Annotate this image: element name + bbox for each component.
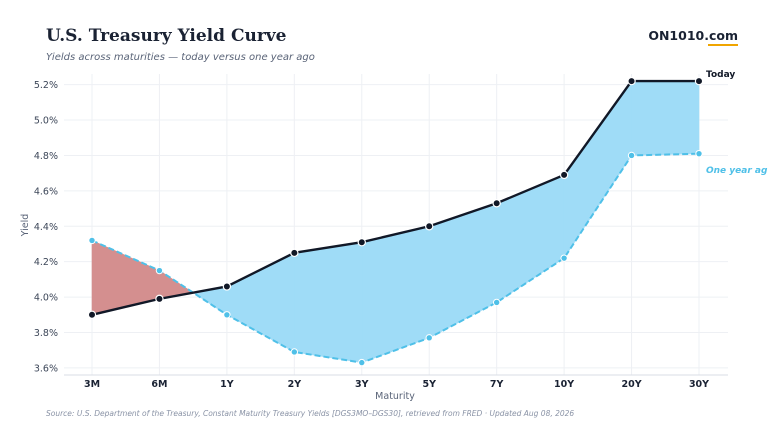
x-tick-label: 10Y bbox=[554, 379, 574, 390]
point-one-year-ago bbox=[223, 311, 231, 319]
point-one-year-ago bbox=[290, 348, 299, 356]
x-tick-label: 1Y bbox=[220, 379, 234, 390]
point-one-year-ago bbox=[492, 298, 501, 307]
y-tick-label: 5.2% bbox=[34, 80, 58, 91]
point-one-year-ago bbox=[695, 149, 703, 158]
y-tick-label: 4.4% bbox=[34, 222, 58, 233]
fill-segment-normal bbox=[294, 241, 363, 363]
point-one-year-ago bbox=[358, 358, 366, 367]
x-tick-label: 3M bbox=[84, 379, 100, 390]
point-layer bbox=[87, 76, 704, 367]
point-one-year-ago bbox=[155, 266, 164, 275]
y-tick-label: 4.2% bbox=[34, 257, 58, 268]
point-one-year-ago bbox=[88, 236, 96, 245]
source-footnote: Source: U.S. Department of the Treasury,… bbox=[46, 409, 575, 418]
y-tick-label: 3.8% bbox=[34, 328, 58, 339]
point-today bbox=[627, 76, 636, 86]
chart-subtitle: Yields across maturities — today versus … bbox=[46, 52, 315, 63]
grid-layer bbox=[64, 74, 728, 375]
series-line-one-year-ago bbox=[91, 152, 700, 364]
y-tick-label: 3.6% bbox=[34, 363, 58, 374]
y-tick-label: 4.8% bbox=[34, 151, 58, 162]
chart-title: U.S. Treasury Yield Curve bbox=[46, 26, 287, 46]
x-tick-label: 5Y bbox=[422, 379, 436, 390]
brand-logo[interactable]: ON1010.com bbox=[648, 28, 738, 43]
fill-segment-normal bbox=[496, 174, 565, 303]
point-today bbox=[559, 170, 569, 180]
point-today bbox=[290, 248, 299, 258]
x-tick-label: 20Y bbox=[622, 379, 642, 390]
point-one-year-ago bbox=[560, 254, 568, 262]
point-today bbox=[155, 294, 164, 304]
x-tick-label: 30Y bbox=[689, 379, 709, 390]
point-today bbox=[425, 222, 434, 231]
y-axis-title: Yield bbox=[20, 214, 31, 238]
x-axis-title: Maturity bbox=[375, 391, 415, 402]
x-tick-label: 7Y bbox=[490, 379, 504, 390]
x-tick-label: 2Y bbox=[288, 379, 302, 390]
point-today bbox=[492, 199, 501, 208]
x-tick-label: 6M bbox=[151, 379, 167, 390]
point-one-year-ago bbox=[425, 334, 433, 342]
x-tick-label: 3Y bbox=[355, 379, 369, 390]
point-today bbox=[222, 282, 232, 291]
series-line-today bbox=[91, 79, 699, 316]
y-tick-label: 5.0% bbox=[34, 116, 58, 127]
line-layer bbox=[91, 79, 700, 364]
y-tick-label: 4.0% bbox=[34, 293, 58, 304]
point-today bbox=[694, 76, 704, 86]
brand-underline bbox=[708, 44, 738, 46]
y-tick-label: 4.6% bbox=[34, 186, 58, 197]
fill-segment-normal bbox=[631, 80, 700, 156]
fill-segment-inverted bbox=[91, 239, 160, 316]
point-today bbox=[87, 310, 97, 319]
fill-layer bbox=[91, 80, 700, 364]
point-today bbox=[357, 238, 366, 247]
fill-segment-normal bbox=[226, 252, 295, 353]
axis-layer: 3.6% 3.8% 4.0% 4.2% 4.4% 4.6% 4.8% 5.0% 5.2% 3M 6M… bbox=[34, 80, 728, 390]
series-label-one-year-ago: One year ag bbox=[706, 166, 768, 176]
series-label-today: Today bbox=[706, 70, 735, 80]
point-one-year-ago bbox=[627, 151, 636, 160]
